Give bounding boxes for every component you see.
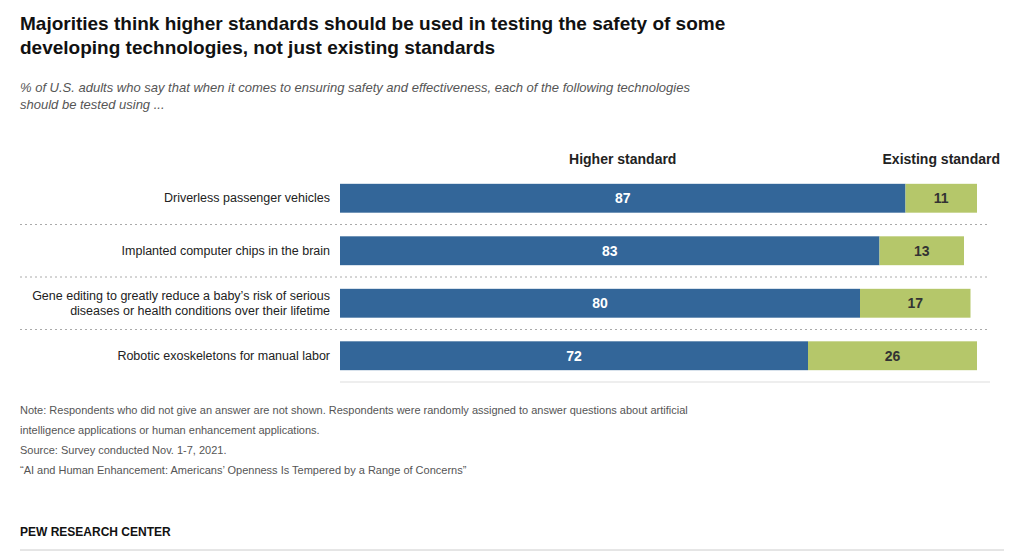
footer: PEW RESEARCH CENTER (20, 525, 171, 539)
row-separator (20, 224, 990, 225)
row-separator (20, 277, 990, 278)
category-label: Implanted computer chips in the brain (122, 244, 330, 258)
bar-segment (860, 289, 971, 318)
text-line: Robotic exoskeletons for manual labor (117, 349, 330, 363)
bar-segment (340, 341, 808, 370)
text-line: Majorities think higher standards should… (20, 13, 725, 34)
data-label: 11 (934, 190, 949, 206)
data-label: 80 (592, 295, 608, 311)
bars (340, 184, 977, 370)
text-line: diseases or health conditions over their… (70, 304, 330, 318)
bar-segment (880, 236, 965, 265)
text-line: should be tested using ... (20, 97, 165, 112)
text-line: Implanted computer chips in the brain (122, 244, 330, 258)
data-label: 72 (566, 348, 582, 364)
note: intelligence applications or human enhan… (20, 424, 320, 436)
text-line: Gene editing to greatly reduce a baby’s … (32, 289, 330, 303)
bar-segment (340, 236, 880, 265)
data-label: 13 (914, 243, 930, 259)
category-label: Robotic exoskeletons for manual labor (117, 349, 330, 363)
chart: Majorities think higher standards should… (0, 0, 1024, 560)
bar-segment (906, 184, 978, 213)
text-line: % of U.S. adults who say that when it co… (20, 80, 690, 95)
data-label: 26 (885, 348, 901, 364)
bar-segment (340, 184, 906, 213)
bar-segment (808, 341, 977, 370)
legend-entry: Higher standard (569, 151, 676, 167)
category-label: Gene editing to greatly reduce a baby’s … (32, 289, 330, 318)
category-label: Driverless passenger vehicles (164, 191, 330, 205)
legend-entry: Existing standard (883, 151, 1000, 167)
data-label: 87 (615, 190, 631, 206)
note: “AI and Human Enhancement: Americans’ Op… (20, 464, 467, 476)
subtitle: % of U.S. adults who say that when it co… (20, 80, 690, 112)
data-label: 17 (907, 295, 923, 311)
bar-segment (340, 289, 860, 318)
text-line: Driverless passenger vehicles (164, 191, 330, 205)
row-separator (20, 329, 990, 330)
title: Majorities think higher standards should… (20, 13, 725, 58)
x-axis-line (340, 382, 990, 383)
text-line: developing technologies, not just existi… (20, 37, 495, 58)
note: Source: Survey conducted Nov. 1-7, 2021. (20, 444, 226, 456)
bottom-rule (20, 550, 1004, 551)
data-label: 83 (602, 243, 618, 259)
note: Note: Respondents who did not give an an… (20, 404, 688, 416)
